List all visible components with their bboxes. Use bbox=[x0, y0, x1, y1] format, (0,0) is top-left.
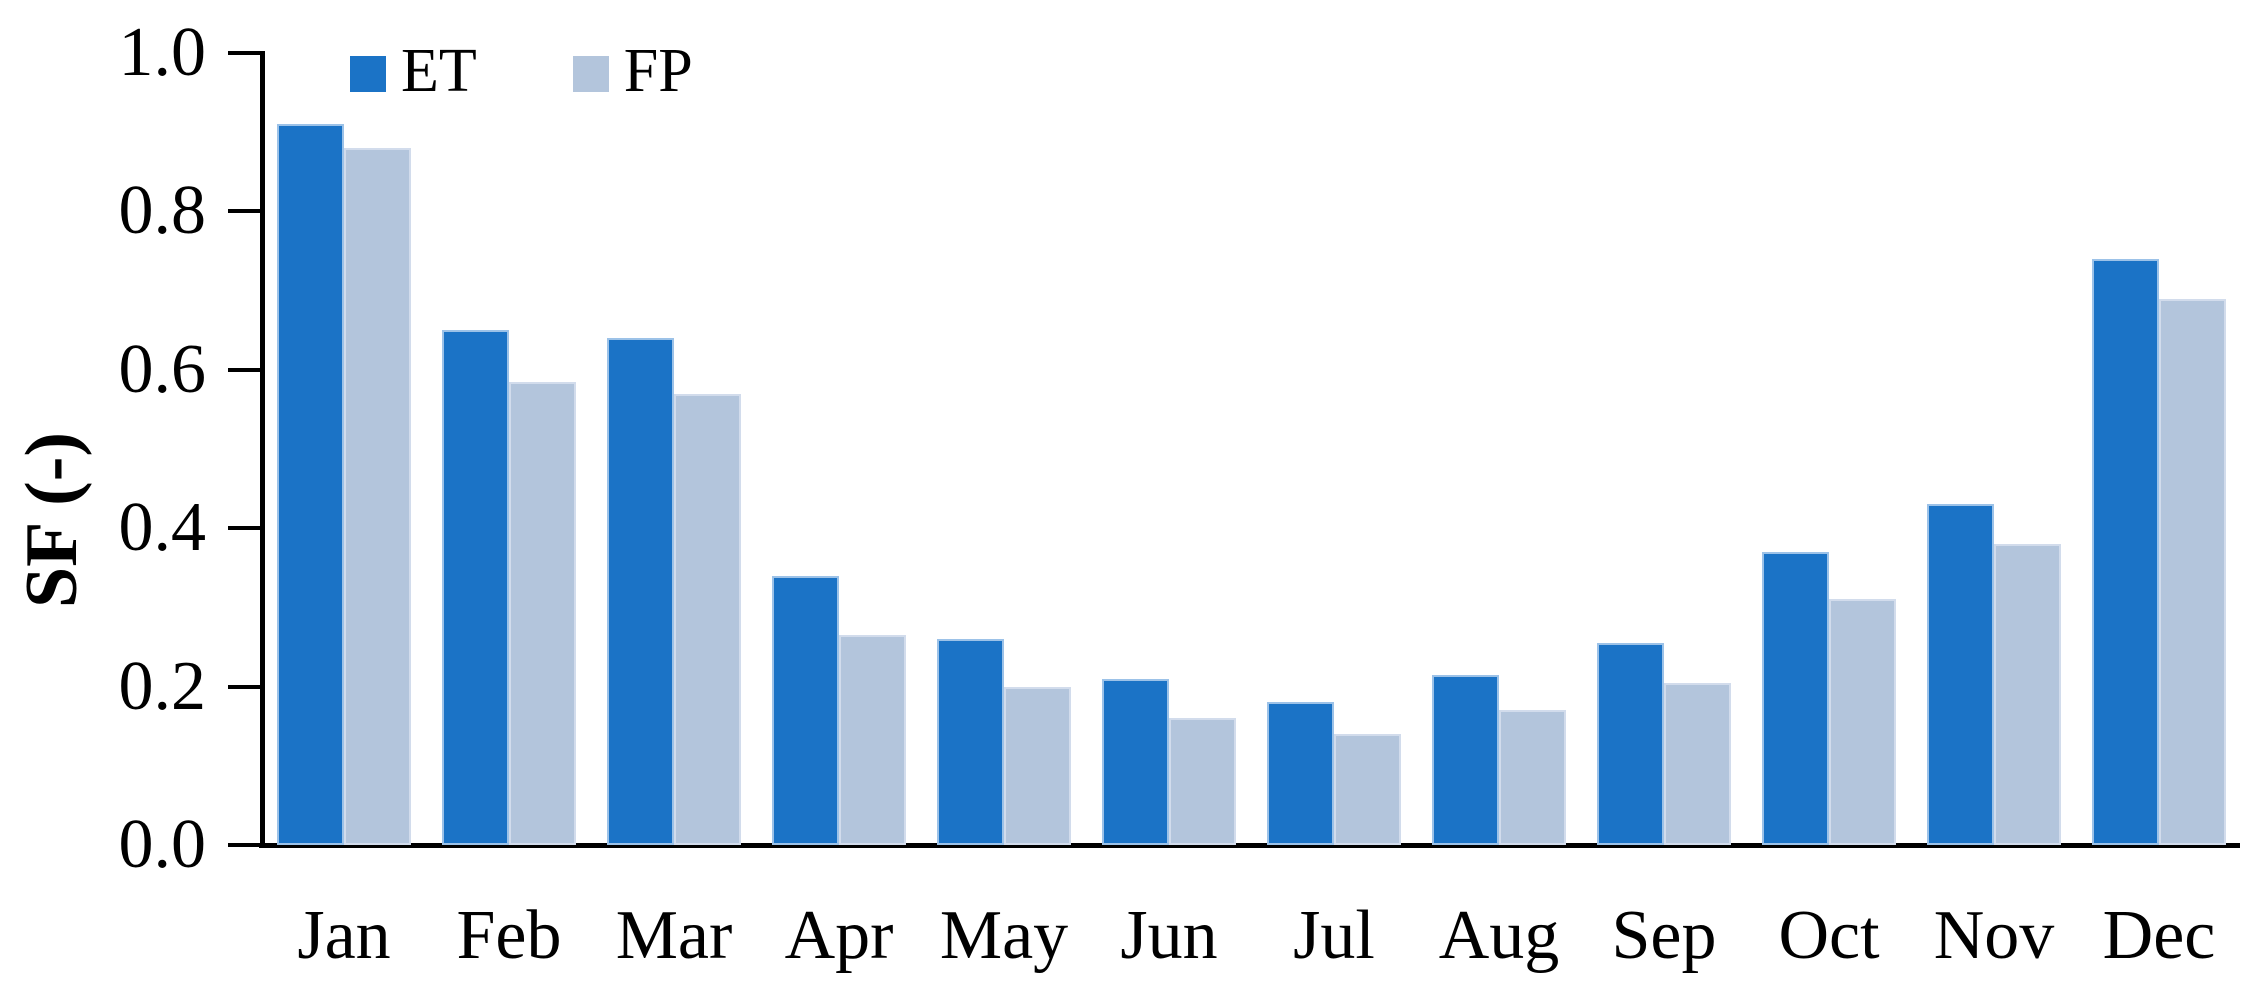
bar-fp-oct bbox=[1829, 599, 1896, 845]
x-tick-label-jan: Jan bbox=[297, 897, 391, 974]
y-tick-label-1-0: 1.0 bbox=[118, 14, 207, 91]
y-tick bbox=[228, 526, 260, 531]
bar-fp-jun bbox=[1169, 718, 1236, 845]
bar-fp-may bbox=[1004, 686, 1071, 845]
bar-fp-aug bbox=[1499, 710, 1566, 845]
x-tick-label-oct: Oct bbox=[1778, 897, 1880, 974]
x-tick-label-apr: Apr bbox=[784, 897, 894, 974]
bar-fp-jan bbox=[344, 148, 411, 845]
x-tick-label-jun: Jun bbox=[1120, 897, 1218, 974]
bar-et-may bbox=[937, 639, 1004, 845]
y-tick-label-0-6: 0.6 bbox=[118, 330, 207, 408]
legend: ET FP bbox=[350, 40, 693, 108]
bar-et-oct bbox=[1762, 551, 1829, 845]
legend-item-fp: FP bbox=[572, 37, 693, 108]
bar-et-apr bbox=[772, 575, 839, 845]
bar-fp-jul bbox=[1334, 734, 1401, 845]
bar-fp-nov bbox=[1994, 544, 2061, 845]
bar-et-jun bbox=[1102, 678, 1169, 845]
bar-et-aug bbox=[1432, 674, 1499, 845]
legend-swatch-et bbox=[350, 56, 386, 92]
bar-et-mar bbox=[607, 338, 674, 845]
bar-fp-apr bbox=[839, 635, 906, 845]
y-tick bbox=[228, 209, 260, 214]
y-tick-label-0-2: 0.2 bbox=[118, 647, 207, 725]
y-tick bbox=[228, 843, 260, 847]
y-tick bbox=[228, 684, 260, 689]
bar-et-dec bbox=[2092, 258, 2159, 845]
x-tick-label-aug: Aug bbox=[1438, 897, 1560, 974]
x-tick-label-may: May bbox=[939, 897, 1069, 974]
bar-fp-mar bbox=[674, 393, 741, 845]
legend-label-et: ET bbox=[401, 37, 477, 105]
x-axis-line bbox=[259, 843, 2240, 848]
legend-swatch-fp bbox=[572, 56, 609, 92]
bar-et-jul bbox=[1267, 702, 1334, 845]
bar-et-jan bbox=[277, 124, 344, 845]
x-tick-label-dec: Dec bbox=[2102, 897, 2216, 974]
bar-et-nov bbox=[1927, 504, 1994, 845]
y-tick-label-0-8: 0.8 bbox=[118, 172, 207, 250]
y-tick-label-0-0: 0.0 bbox=[118, 806, 207, 883]
bar-fp-sep bbox=[1664, 682, 1731, 845]
y-tick-label-0-4: 0.4 bbox=[118, 489, 207, 567]
y-axis-line bbox=[260, 51, 265, 847]
y-tick bbox=[228, 51, 260, 55]
x-tick-label-mar: Mar bbox=[615, 897, 733, 974]
legend-label-fp: FP bbox=[623, 37, 693, 105]
x-tick-label-feb: Feb bbox=[456, 897, 562, 974]
legend-item-et: ET bbox=[350, 40, 477, 108]
bar-fp-feb bbox=[509, 381, 576, 845]
y-tick bbox=[228, 367, 260, 372]
x-tick-label-nov: Nov bbox=[1933, 897, 2055, 974]
bar-et-feb bbox=[442, 330, 509, 845]
x-tick-label-sep: Sep bbox=[1611, 897, 1717, 974]
bar-fp-dec bbox=[2159, 298, 2226, 845]
bar-et-sep bbox=[1597, 643, 1664, 845]
x-tick-label-jul: Jul bbox=[1293, 897, 1375, 974]
